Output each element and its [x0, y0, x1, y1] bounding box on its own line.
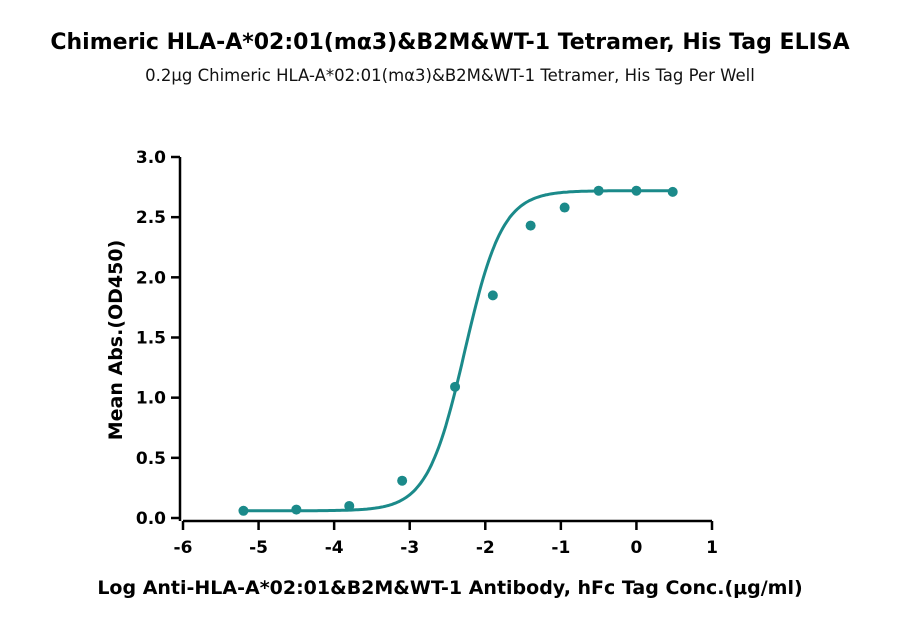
data-point [593, 185, 604, 196]
data-point [631, 185, 642, 196]
x-tick-label: -4 [325, 538, 344, 558]
data-point [397, 475, 408, 486]
y-tick-label: 1.0 [136, 389, 166, 409]
data-points [238, 185, 678, 516]
y-tick-label: 2.5 [136, 208, 166, 228]
axes: 0.0 0.5 1.0 1.5 2.0 2.5 3.0 -6 -5 -4 -3 -2 -1 0 1 [136, 148, 718, 558]
x-tick-label: 1 [706, 538, 718, 558]
x-tick-label: -5 [249, 538, 268, 558]
y-axis-label: Mean Abs.(OD450) [105, 240, 127, 441]
x-tick-label: -1 [551, 538, 570, 558]
data-point [559, 202, 570, 213]
chart-title: Chimeric HLA-A*02:01(mα3)&B2M&WT-1 Tetra… [50, 30, 850, 55]
data-point [344, 500, 355, 511]
x-axis-label: Log Anti-HLA-A*02:01&B2M&WT-1 Antibody, … [97, 577, 802, 599]
x-tick-label: -6 [174, 538, 193, 558]
x-tick-label: -2 [476, 538, 495, 558]
y-tick-label: 0.5 [136, 449, 166, 469]
x-tick-label: 0 [631, 538, 643, 558]
data-point [525, 220, 536, 231]
x-tick-label: -3 [400, 538, 419, 558]
data-point [487, 290, 498, 301]
y-tick-label: 2.0 [136, 268, 166, 288]
chart-subtitle: 0.2μg Chimeric HLA-A*02:01(mα3)&B2M&WT-1… [145, 66, 755, 85]
data-point [291, 504, 302, 515]
y-tick-label: 3.0 [136, 148, 166, 168]
y-tick-label: 0.0 [136, 509, 166, 529]
y-tick-label: 1.5 [136, 329, 166, 349]
data-point [450, 381, 461, 392]
data-point [667, 186, 678, 197]
data-point [238, 505, 249, 516]
fit-curve [243, 189, 673, 513]
